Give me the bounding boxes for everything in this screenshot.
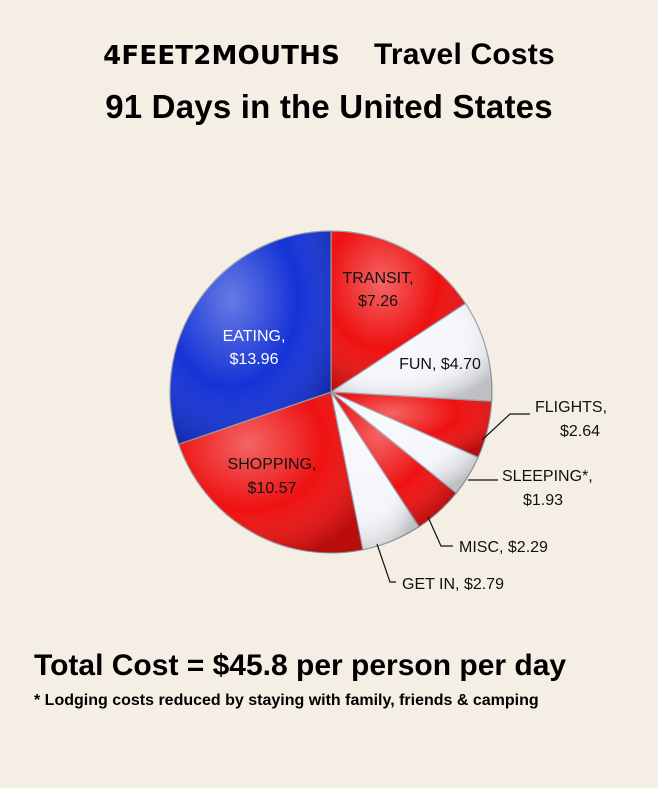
title-text: Travel Costs [374,38,555,71]
slice-label-transit: $7.26 [358,293,398,310]
slice-label-transit: TRANSIT, [342,270,413,287]
chart-subtitle: 91 Days in the United States [105,88,553,125]
pie-slices [169,230,493,554]
total-cost: Total Cost = $45.8 per person per day [34,649,567,682]
slice-label-sleeping: SLEEPING*, [502,468,593,485]
slice-label-shopping: $10.57 [248,480,297,497]
slice-label-misc: MISC, $2.29 [459,539,548,556]
leader-line-flights [481,413,530,441]
slice-label-fun: FUN, $4.70 [399,356,481,373]
slice-label-sleeping: $1.93 [523,492,563,509]
slice-label-eating: $13.96 [230,351,279,368]
brand-name: 4FEET2MOUTHS [103,41,341,71]
slice-label-flights: FLIGHTS, [535,399,607,416]
leader-line-get-in [376,543,396,583]
slice-label-eating: EATING, [223,328,286,345]
chart-title: 4FEET2MOUTHS Travel Costs [0,38,658,72]
slice-label-get-in: GET IN, $2.79 [402,576,504,593]
footnote: * Lodging costs reduced by staying with … [34,692,539,709]
pie-labels: TRANSIT, $7.26 FUN, $4.70 FLIGHTS, $2.64 SLEE… [223,270,607,593]
leader-line-misc [427,516,453,547]
slice-label-shopping: SHOPPING, [228,456,317,473]
slice-label-flights: $2.64 [560,423,600,440]
